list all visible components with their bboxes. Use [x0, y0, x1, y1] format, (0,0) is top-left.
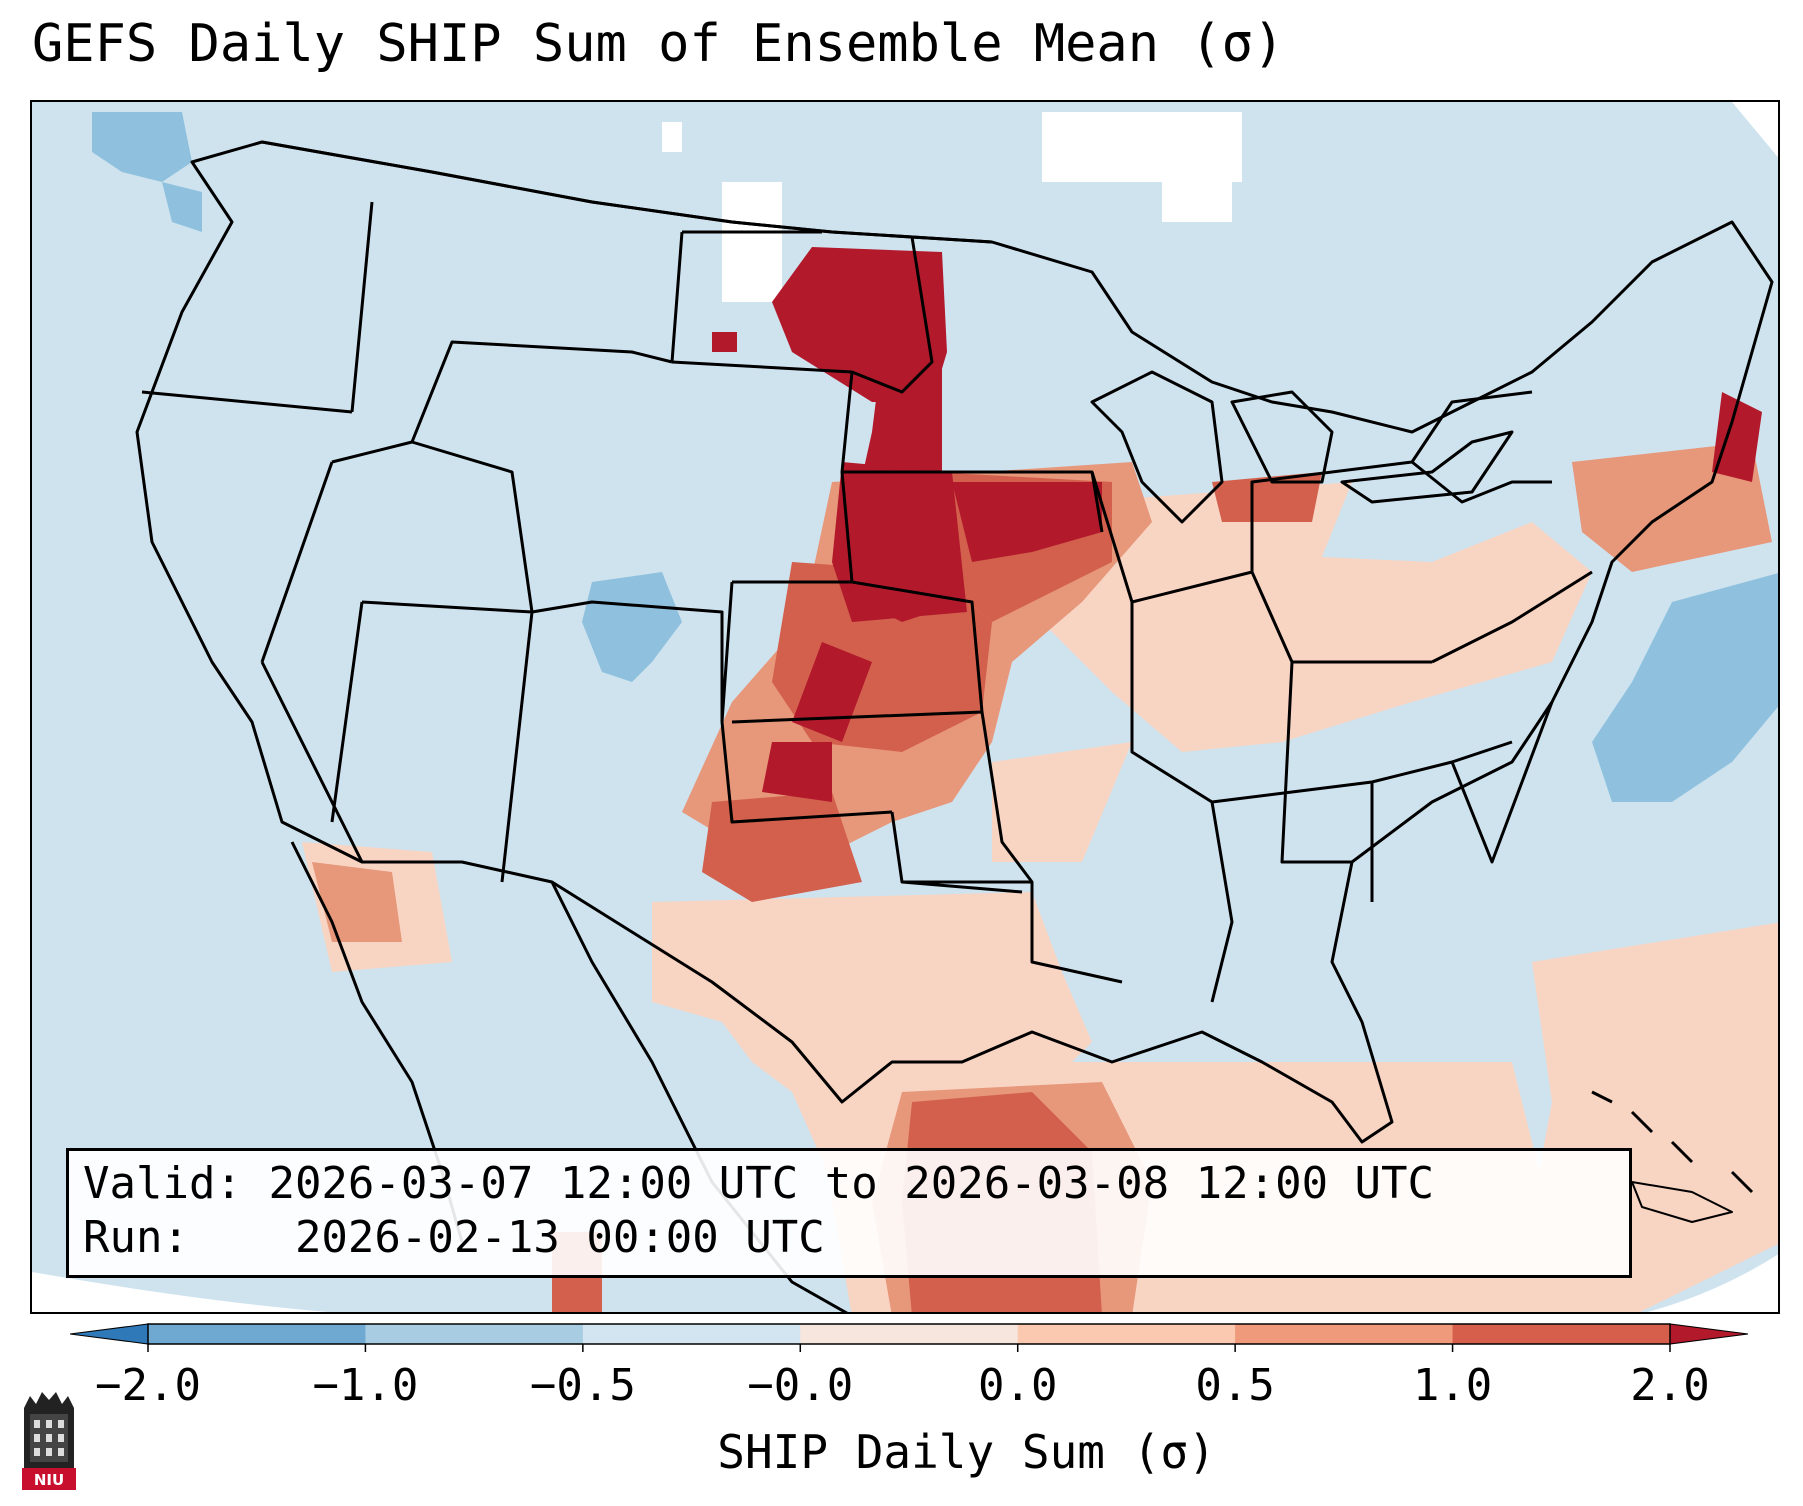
valid-label: Valid:	[83, 1158, 242, 1209]
pacific-nw-negative	[92, 112, 192, 182]
atlantic-negative	[1592, 573, 1778, 802]
cuba	[1631, 1181, 1733, 1223]
logo-text: NIU	[34, 1471, 64, 1489]
iowa-core	[952, 482, 1102, 562]
southeast-weak	[1042, 522, 1592, 752]
michigan-moderate	[1212, 472, 1322, 522]
colorbar-tick-label: 1.0	[1412, 1360, 1493, 1411]
colorbar-tick-label: −0.0	[747, 1360, 854, 1411]
bahamas	[1591, 1090, 1754, 1194]
state-lines-west	[141, 201, 893, 883]
nd-west-cell	[712, 332, 737, 352]
colorbar-tick-label: −0.5	[529, 1360, 636, 1411]
valid-value: 2026-03-07 12:00 UTC to 2026-03-08 12:00…	[268, 1158, 1435, 1209]
outside-domain-bottom-left	[32, 1272, 328, 1312]
border-49th	[261, 140, 993, 244]
boundaries	[135, 140, 1774, 1312]
mississippi-weak	[992, 742, 1132, 862]
run-label: Run:	[83, 1212, 189, 1263]
colorbar	[70, 1323, 1749, 1352]
outside-domain-bottom-right	[1647, 1254, 1778, 1312]
colorbar-tick-label: 2.0	[1630, 1360, 1710, 1411]
colorbar-tick-label: −1.0	[312, 1360, 419, 1411]
oklahoma-moderate	[702, 792, 862, 902]
niu-logo-icon: NIU	[22, 1392, 76, 1490]
new-england-core	[1712, 392, 1762, 482]
colorbar-outline	[147, 1323, 1671, 1345]
colorbar-extend-min	[70, 1323, 149, 1345]
colorbar-tick-label: −2.0	[95, 1360, 201, 1411]
colorbar-bin	[1452, 1324, 1671, 1344]
oklahoma-core	[762, 742, 832, 802]
map-panel	[30, 100, 1780, 1314]
map-title: GEFS Daily SHIP Sum of Ensemble Mean (σ)	[32, 14, 1285, 74]
colorbar-tick-label: 0.0	[977, 1360, 1058, 1411]
colorbar-bin	[148, 1324, 366, 1344]
kansas-core	[792, 642, 872, 742]
colorbar-bin	[582, 1324, 801, 1344]
nebraska-core	[832, 462, 967, 622]
colorbar-bin	[800, 1324, 1019, 1344]
negative-field	[92, 112, 1778, 802]
validity-info-box: Valid: 2026-03-07 12:00 UTC to 2026-03-0…	[66, 1148, 1632, 1278]
strong-positive-field	[712, 247, 1762, 802]
pacific-nw-negative-2	[162, 182, 202, 232]
run-value: 2026-02-13 00:00 UTC	[294, 1212, 825, 1263]
colorbar-label: SHIP Daily Sum (σ)	[717, 1425, 1216, 1479]
southwest-moderate	[312, 862, 402, 942]
colorbar-bin	[365, 1324, 584, 1344]
colorbar-bin	[1017, 1324, 1236, 1344]
state-lines-central	[670, 230, 1123, 984]
colorbar-bin	[1235, 1324, 1454, 1344]
anomaly-map	[32, 102, 1778, 1312]
state-lines-east	[1090, 390, 1593, 1003]
us-outline	[135, 140, 1774, 1144]
colorado-negative	[582, 572, 682, 682]
colorbar-extend-max	[1669, 1323, 1749, 1345]
colorbar-tick-label: 0.5	[1195, 1360, 1275, 1411]
great-lakes	[1090, 370, 1514, 524]
outside-domain-top-right	[1732, 102, 1778, 158]
near-zero-patches	[662, 112, 1242, 302]
